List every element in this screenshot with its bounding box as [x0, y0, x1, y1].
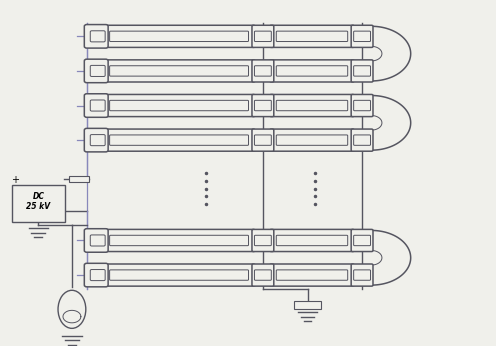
FancyBboxPatch shape: [84, 25, 108, 48]
Bar: [69, 176, 89, 182]
FancyBboxPatch shape: [103, 94, 255, 117]
Text: +: +: [11, 175, 19, 185]
FancyBboxPatch shape: [252, 229, 274, 252]
FancyBboxPatch shape: [90, 100, 105, 111]
FancyBboxPatch shape: [276, 135, 348, 145]
FancyBboxPatch shape: [110, 270, 248, 280]
FancyBboxPatch shape: [351, 25, 373, 47]
FancyBboxPatch shape: [90, 65, 105, 76]
FancyBboxPatch shape: [252, 60, 274, 82]
FancyBboxPatch shape: [84, 128, 108, 152]
FancyBboxPatch shape: [254, 31, 271, 42]
FancyBboxPatch shape: [270, 60, 354, 82]
FancyBboxPatch shape: [254, 135, 271, 145]
FancyBboxPatch shape: [270, 94, 354, 117]
FancyBboxPatch shape: [270, 25, 354, 47]
FancyBboxPatch shape: [90, 270, 105, 281]
FancyBboxPatch shape: [254, 270, 271, 280]
FancyBboxPatch shape: [252, 25, 274, 47]
FancyBboxPatch shape: [103, 264, 255, 286]
FancyBboxPatch shape: [90, 235, 105, 246]
FancyBboxPatch shape: [252, 129, 274, 151]
FancyBboxPatch shape: [103, 60, 255, 82]
FancyBboxPatch shape: [84, 59, 108, 83]
FancyBboxPatch shape: [276, 66, 348, 76]
FancyBboxPatch shape: [103, 129, 255, 151]
FancyBboxPatch shape: [276, 31, 348, 42]
FancyBboxPatch shape: [110, 66, 248, 76]
FancyBboxPatch shape: [84, 263, 108, 287]
FancyBboxPatch shape: [354, 270, 371, 280]
FancyBboxPatch shape: [354, 100, 371, 111]
FancyBboxPatch shape: [354, 66, 371, 76]
FancyBboxPatch shape: [110, 135, 248, 145]
FancyBboxPatch shape: [110, 100, 248, 111]
FancyBboxPatch shape: [84, 94, 108, 117]
FancyBboxPatch shape: [110, 31, 248, 42]
FancyBboxPatch shape: [254, 66, 271, 76]
FancyBboxPatch shape: [254, 235, 271, 246]
Bar: [294, 301, 321, 309]
FancyBboxPatch shape: [254, 100, 271, 111]
FancyBboxPatch shape: [90, 31, 105, 42]
FancyBboxPatch shape: [270, 229, 354, 252]
FancyBboxPatch shape: [270, 264, 354, 286]
FancyBboxPatch shape: [354, 235, 371, 246]
FancyBboxPatch shape: [12, 185, 65, 222]
FancyBboxPatch shape: [276, 100, 348, 111]
FancyBboxPatch shape: [351, 264, 373, 286]
FancyBboxPatch shape: [354, 135, 371, 145]
FancyBboxPatch shape: [351, 229, 373, 252]
FancyBboxPatch shape: [90, 135, 105, 146]
FancyBboxPatch shape: [103, 229, 255, 252]
FancyBboxPatch shape: [276, 270, 348, 280]
Text: DC
25 kV: DC 25 kV: [26, 192, 51, 211]
Ellipse shape: [58, 290, 86, 328]
FancyBboxPatch shape: [103, 25, 255, 47]
FancyBboxPatch shape: [351, 129, 373, 151]
FancyBboxPatch shape: [252, 264, 274, 286]
FancyBboxPatch shape: [270, 129, 354, 151]
FancyBboxPatch shape: [276, 235, 348, 246]
FancyBboxPatch shape: [84, 229, 108, 252]
FancyBboxPatch shape: [351, 94, 373, 117]
FancyBboxPatch shape: [110, 235, 248, 246]
FancyBboxPatch shape: [252, 94, 274, 117]
FancyBboxPatch shape: [351, 60, 373, 82]
FancyBboxPatch shape: [354, 31, 371, 42]
